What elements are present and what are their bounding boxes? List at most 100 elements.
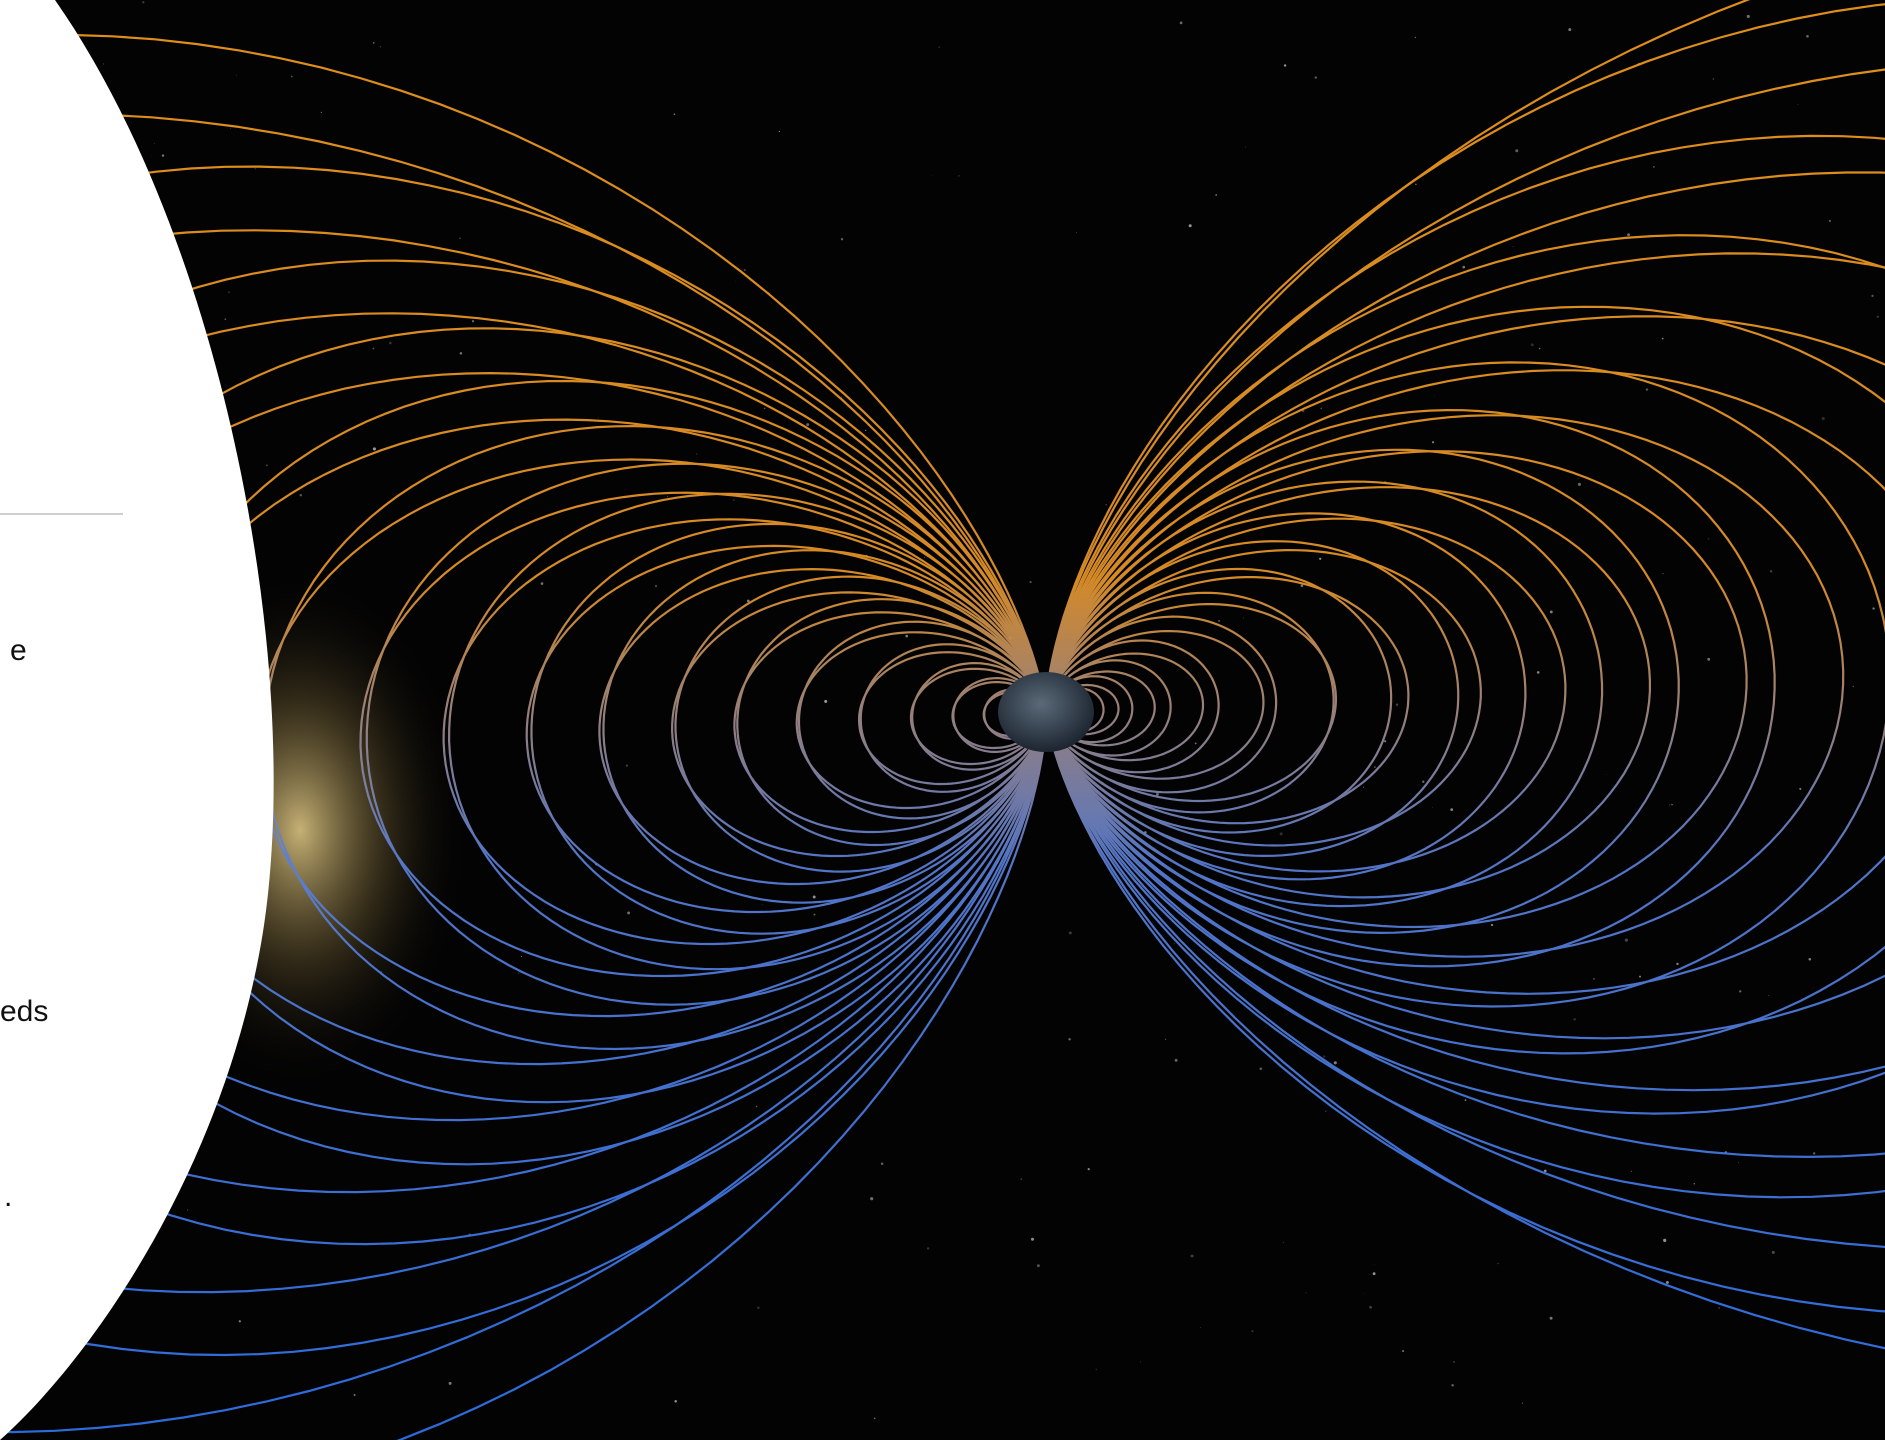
field-line bbox=[525, 544, 1048, 914]
star bbox=[521, 955, 523, 958]
star bbox=[1259, 1067, 1263, 1071]
star bbox=[905, 634, 908, 638]
star bbox=[1374, 1263, 1376, 1265]
star bbox=[224, 318, 227, 320]
star bbox=[812, 895, 816, 899]
star bbox=[1431, 441, 1435, 444]
star bbox=[1139, 1361, 1142, 1363]
star bbox=[1707, 538, 1710, 540]
star bbox=[755, 1105, 758, 1108]
star bbox=[1821, 416, 1825, 421]
star bbox=[1320, 407, 1323, 410]
star bbox=[1813, 1152, 1816, 1155]
star bbox=[1283, 64, 1287, 67]
star bbox=[1242, 617, 1244, 619]
star bbox=[1573, 1017, 1577, 1021]
star bbox=[1808, 957, 1812, 961]
field-line bbox=[1044, 0, 1885, 1350]
star bbox=[1549, 1316, 1553, 1320]
star bbox=[841, 396, 842, 398]
star bbox=[1031, 1237, 1034, 1241]
star bbox=[1374, 766, 1376, 768]
star bbox=[627, 911, 631, 915]
star bbox=[870, 1197, 874, 1201]
star bbox=[1462, 265, 1466, 269]
star bbox=[735, 281, 737, 282]
star bbox=[517, 972, 520, 975]
star bbox=[1712, 78, 1715, 80]
star bbox=[1549, 610, 1553, 614]
star bbox=[1087, 1167, 1090, 1171]
star bbox=[1653, 166, 1655, 168]
star bbox=[1624, 938, 1628, 942]
star bbox=[1384, 740, 1387, 743]
star bbox=[1165, 1038, 1167, 1040]
star bbox=[254, 167, 257, 170]
star bbox=[1769, 570, 1773, 573]
star bbox=[757, 1306, 760, 1310]
star bbox=[1806, 35, 1809, 38]
star bbox=[695, 453, 698, 455]
star bbox=[1592, 977, 1596, 980]
star bbox=[471, 320, 475, 323]
star bbox=[1538, 347, 1541, 350]
star bbox=[1155, 792, 1159, 796]
star bbox=[448, 1381, 452, 1385]
star bbox=[625, 764, 629, 767]
field-line bbox=[1044, 408, 1776, 968]
star bbox=[1105, 504, 1107, 506]
star bbox=[1665, 1280, 1669, 1284]
star bbox=[230, 128, 231, 129]
text-fragment: . bbox=[4, 1180, 12, 1213]
star bbox=[958, 175, 960, 177]
field-line bbox=[0, 259, 1048, 1246]
star bbox=[1661, 337, 1664, 340]
star bbox=[1662, 572, 1664, 575]
field-line bbox=[1044, 134, 1885, 1199]
star bbox=[186, 1209, 189, 1211]
star bbox=[372, 447, 376, 451]
star bbox=[1434, 396, 1436, 397]
star bbox=[459, 237, 461, 240]
field-line bbox=[0, 312, 1048, 1194]
star bbox=[372, 41, 375, 44]
star bbox=[763, 407, 766, 410]
star bbox=[238, 1320, 241, 1323]
star bbox=[1215, 194, 1218, 196]
star bbox=[1771, 1250, 1775, 1254]
field-line bbox=[0, 112, 1048, 1434]
star bbox=[1739, 990, 1742, 993]
field-line bbox=[1044, 548, 1482, 847]
star bbox=[1669, 804, 1671, 806]
star bbox=[1530, 343, 1534, 347]
field-line bbox=[1044, 234, 1885, 1115]
star bbox=[865, 429, 867, 432]
star bbox=[1671, 803, 1673, 806]
star bbox=[1174, 1058, 1178, 1062]
text-fragment: eds bbox=[0, 995, 48, 1028]
star bbox=[459, 352, 463, 355]
field-line bbox=[1044, 171, 1885, 1159]
field-line bbox=[0, 229, 1048, 1294]
field-line bbox=[1044, 450, 1748, 929]
star bbox=[1450, 808, 1454, 811]
white-panel bbox=[0, 0, 274, 1440]
field-line bbox=[0, 371, 1048, 1122]
star bbox=[1029, 581, 1032, 584]
field-line bbox=[598, 567, 1048, 886]
field-line bbox=[733, 611, 1048, 834]
star bbox=[743, 268, 746, 272]
star bbox=[388, 341, 392, 345]
field-line bbox=[1044, 68, 1885, 1249]
field-line bbox=[1044, 361, 1885, 1008]
star bbox=[1515, 149, 1519, 153]
field-line bbox=[0, 327, 1048, 1166]
star bbox=[824, 699, 828, 703]
star bbox=[1422, 780, 1425, 783]
field-line bbox=[359, 491, 1048, 978]
star bbox=[880, 1162, 884, 1165]
star bbox=[1676, 962, 1679, 966]
star bbox=[1432, 806, 1433, 808]
